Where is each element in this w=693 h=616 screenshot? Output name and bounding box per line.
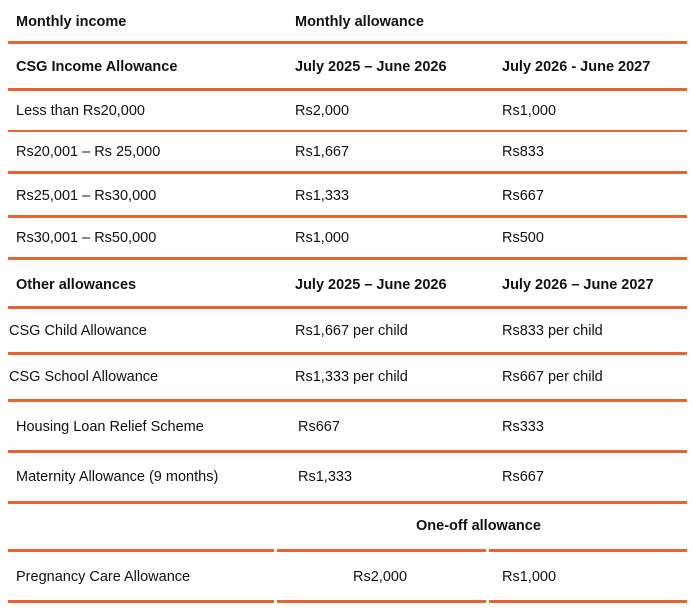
table-cell: CSG Child Allowance	[9, 323, 147, 339]
table-cell: Rs667	[502, 469, 544, 485]
table-cell: Rs25,001 – Rs30,000	[16, 188, 157, 204]
table-cell: Rs333	[502, 419, 544, 435]
divider	[8, 399, 687, 402]
table-cell: Maternity Allowance (9 months)	[16, 469, 219, 485]
table-cell: Rs667	[502, 188, 544, 204]
divider	[489, 600, 687, 603]
table-cell: Rs1,333 per child	[295, 369, 408, 385]
divider	[8, 450, 687, 453]
divider	[277, 600, 486, 603]
period-header: July 2025 – June 2026	[295, 59, 447, 75]
divider	[8, 171, 687, 174]
table-cell: Rs833 per child	[502, 323, 603, 339]
table-cell: Rs500	[502, 230, 544, 246]
table-cell: Rs2,000	[353, 569, 408, 585]
table-cell: Rs1,667	[295, 144, 350, 160]
table-cell: Rs2,000	[295, 103, 350, 119]
divider	[8, 501, 687, 504]
divider	[489, 549, 687, 552]
table-cell: Rs667	[298, 419, 340, 435]
divider	[8, 306, 687, 309]
table-cell: Rs30,001 – Rs50,000	[16, 230, 157, 246]
divider	[8, 41, 687, 44]
table-cell: Rs1,667 per child	[295, 323, 408, 339]
section-title: CSG Income Allowance	[16, 59, 178, 75]
table-cell: Rs1,333	[298, 469, 353, 485]
header-monthly-allowance: Monthly allowance	[295, 14, 424, 30]
divider	[8, 257, 687, 260]
divider	[8, 600, 274, 603]
table-cell: Rs667 per child	[502, 369, 603, 385]
divider	[8, 352, 687, 355]
period-header: July 2025 – June 2026	[295, 277, 447, 293]
section-title: One-off allowance	[416, 518, 541, 534]
table-cell: Rs1,000	[295, 230, 350, 246]
table-cell: CSG School Allowance	[9, 369, 159, 385]
period-header: July 2026 – June 2027	[502, 277, 654, 293]
table-cell: Rs833	[502, 144, 544, 160]
period-header: July 2026 - June 2027	[502, 59, 651, 75]
table-cell: Rs1,000	[502, 103, 557, 119]
table-cell: Pregnancy Care Allowance	[16, 569, 191, 585]
table-cell: Rs20,001 – Rs 25,000	[16, 144, 161, 160]
table-cell: Rs1,333	[295, 188, 350, 204]
table-cell: Less than Rs20,000	[16, 103, 145, 119]
divider	[8, 215, 687, 218]
table-cell: Rs1,000	[502, 569, 557, 585]
section-title: Other allowances	[16, 277, 137, 293]
divider	[8, 130, 687, 132]
table-cell: Housing Loan Relief Scheme	[16, 419, 204, 435]
header-monthly-income: Monthly income	[16, 14, 127, 30]
divider	[277, 549, 486, 552]
divider	[8, 549, 274, 552]
divider	[8, 88, 687, 91]
